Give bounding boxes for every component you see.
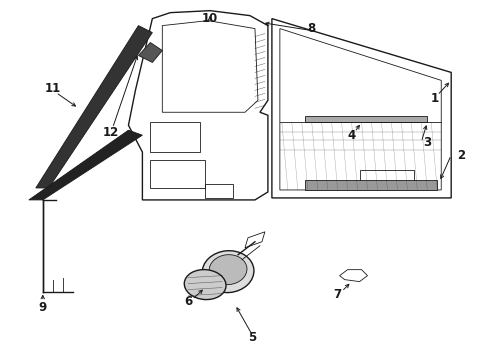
Bar	[360, 170, 415, 182]
Text: 2: 2	[457, 149, 465, 162]
Bar	[205, 184, 233, 198]
Polygon shape	[305, 116, 427, 122]
Text: 7: 7	[334, 288, 342, 301]
Text: 5: 5	[248, 331, 256, 344]
Text: 11: 11	[45, 82, 61, 95]
Bar	[150, 160, 205, 188]
Text: 4: 4	[347, 129, 356, 142]
Polygon shape	[36, 26, 152, 188]
Polygon shape	[29, 130, 143, 200]
Bar	[150, 122, 200, 152]
Ellipse shape	[209, 255, 247, 285]
Ellipse shape	[184, 270, 226, 300]
Text: 6: 6	[184, 295, 193, 308]
Text: 1: 1	[430, 92, 439, 105]
Text: 12: 12	[102, 126, 119, 139]
Text: 9: 9	[39, 301, 47, 314]
Polygon shape	[305, 180, 437, 190]
Polygon shape	[138, 42, 162, 62]
Text: 3: 3	[423, 136, 431, 149]
Ellipse shape	[202, 251, 254, 293]
Text: 8: 8	[308, 22, 316, 35]
Text: 10: 10	[202, 12, 218, 25]
